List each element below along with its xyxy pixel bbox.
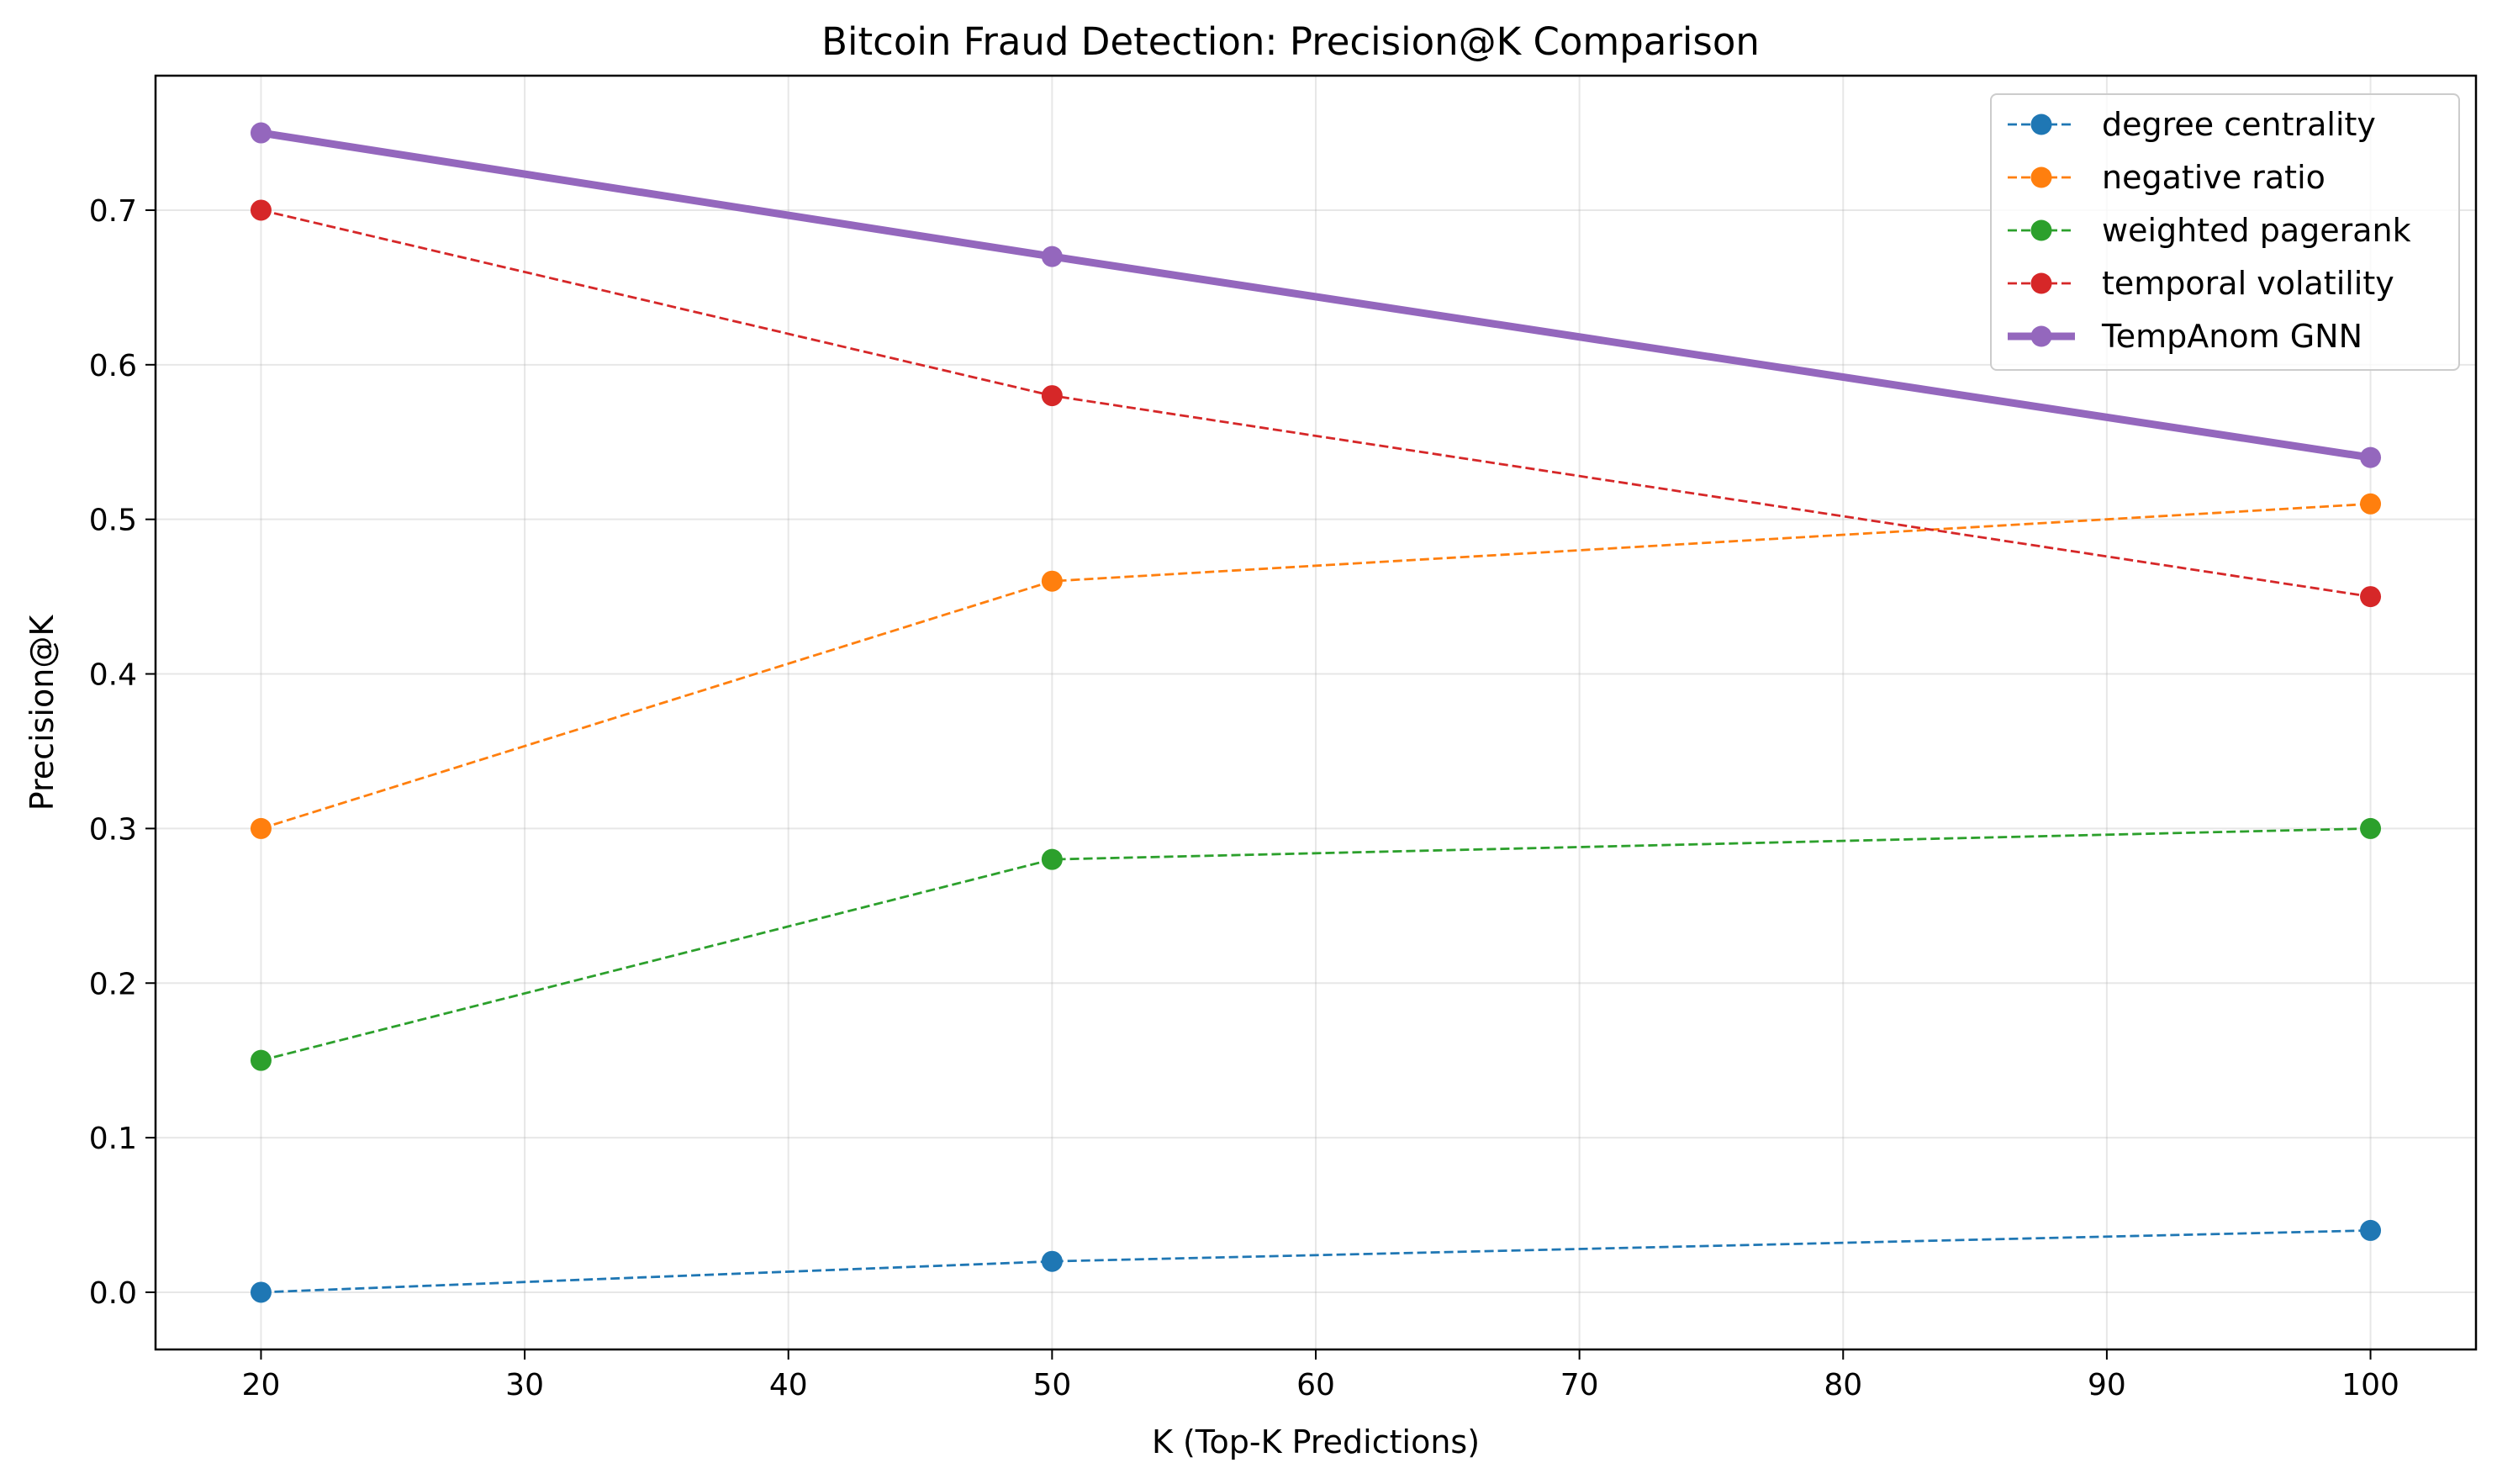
y-axis-label: Precision@K: [24, 615, 61, 811]
data-point: [250, 1281, 272, 1303]
legend-entry: weighted pagerank: [2008, 212, 2411, 249]
data-point: [1041, 246, 1063, 267]
data-point: [1041, 570, 1063, 592]
data-point: [2360, 493, 2382, 515]
legend-entry: TempAnom GNN: [2008, 318, 2362, 355]
legend-entry: temporal volatility: [2008, 265, 2394, 302]
x-tick-label: 70: [1560, 1368, 1599, 1402]
series-tempanom-gnn: [250, 122, 2382, 468]
data-point: [250, 817, 272, 839]
series-degree-centrality: [250, 1219, 2382, 1303]
series-line: [261, 1229, 2371, 1294]
legend-marker: [2030, 219, 2052, 241]
y-tick-label: 0.6: [89, 349, 137, 383]
legend-label: weighted pagerank: [2102, 212, 2411, 249]
data-point: [1041, 1250, 1063, 1272]
legend-marker: [2030, 325, 2052, 347]
y-tick-label: 0.4: [89, 658, 137, 693]
data-point: [250, 199, 272, 221]
y-tick-label: 0.3: [89, 812, 137, 847]
ticks: 20 30 40 50 60 70 80 90 100 0.0 0.1 0.2 0.3 0.4 0.5 0.6…: [89, 194, 2399, 1402]
data-point: [250, 122, 272, 144]
data-point: [2360, 1219, 2382, 1241]
data-point: [2360, 586, 2382, 608]
x-tick-label: 100: [2341, 1368, 2399, 1402]
x-axis-label: K (Top-K Predictions): [1152, 1423, 1480, 1460]
series-weighted-pagerank: [250, 817, 2382, 1071]
data-point: [1041, 848, 1063, 870]
legend-label: TempAnom GNN: [2101, 318, 2362, 355]
x-tick-label: 60: [1296, 1368, 1335, 1402]
y-tick-label: 0.2: [89, 967, 137, 1001]
legend-box: [1990, 93, 2460, 371]
legend-marker: [2030, 272, 2052, 294]
legend-entry: negative ratio: [2008, 159, 2325, 196]
x-tick-label: 20: [242, 1368, 281, 1402]
y-tick-label: 0.1: [89, 1122, 137, 1156]
legend-entry: degree centrality: [2008, 106, 2376, 143]
legend-marker: [2030, 166, 2052, 188]
data-point: [1041, 385, 1063, 407]
legend-label: temporal volatility: [2102, 265, 2394, 302]
x-tick-label: 80: [1824, 1368, 1862, 1402]
data-point: [250, 1049, 272, 1071]
legend-marker: [2030, 114, 2052, 135]
legend-label: degree centrality: [2102, 106, 2376, 143]
x-tick-label: 40: [769, 1368, 808, 1402]
series-group: [250, 122, 2382, 1303]
x-tick-label: 30: [505, 1368, 544, 1402]
legend-label: negative ratio: [2102, 159, 2325, 196]
series-temporal-volatility: [250, 199, 2382, 608]
x-tick-label: 90: [2088, 1368, 2126, 1402]
data-point: [2360, 817, 2382, 839]
data-point: [2360, 446, 2382, 468]
y-tick-label: 0.0: [89, 1276, 137, 1311]
y-tick-label: 0.7: [89, 194, 137, 229]
legend: degree centrality negative ratio weighted …: [1990, 93, 2460, 371]
x-tick-label: 50: [1032, 1368, 1071, 1402]
chart-title: Bitcoin Fraud Detection: Precision@K Com…: [821, 19, 1760, 64]
y-tick-label: 0.5: [89, 504, 137, 538]
